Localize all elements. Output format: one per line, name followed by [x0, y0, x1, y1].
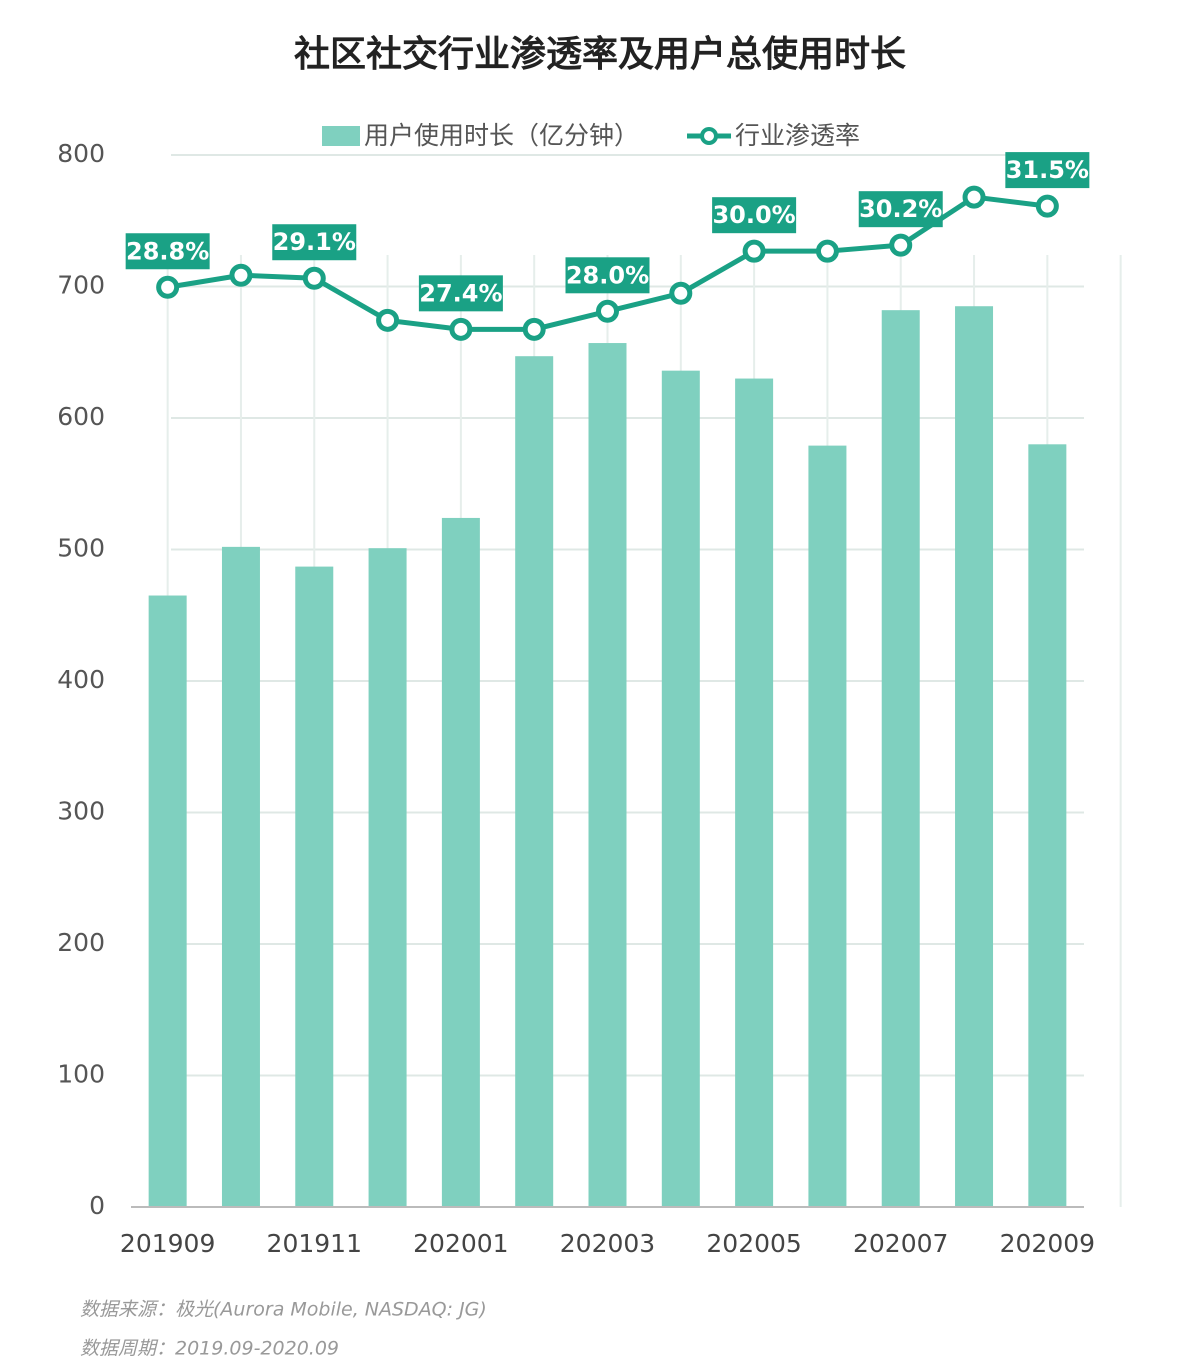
line-point	[669, 281, 693, 305]
period-note: 数据周期：2019.09-2020.09	[80, 1338, 339, 1360]
label-box	[858, 191, 943, 228]
bar	[221, 546, 260, 1207]
line-point	[449, 317, 473, 341]
legend-swatch	[700, 127, 719, 145]
x-tick-label: 202009	[1000, 1229, 1095, 1258]
line-point	[596, 299, 619, 323]
y-tick-label: 600	[57, 402, 105, 431]
data-label: 28.8%	[126, 237, 209, 265]
data-label: 27.4%	[419, 279, 502, 307]
x-tick-label: 201911	[267, 1229, 362, 1258]
y-tick-label: 700	[57, 271, 105, 300]
x-tick-label: 202003	[560, 1229, 655, 1258]
source-note: 数据来源：极光(Aurora Mobile, NASDAQ: JG)	[80, 1299, 487, 1321]
bar	[441, 517, 480, 1207]
label-box	[272, 224, 357, 261]
y-tick-label: 100	[57, 1060, 105, 1089]
label-box	[418, 275, 503, 312]
data-label: 30.0%	[712, 201, 795, 229]
y-tick-label: 0	[89, 1191, 105, 1220]
y-tick-label: 300	[57, 797, 105, 826]
legend-swatch	[322, 126, 360, 146]
line-point	[522, 317, 546, 341]
x-tick-label: 202001	[413, 1229, 508, 1258]
bar	[881, 310, 920, 1207]
line-point	[962, 185, 986, 209]
bar	[808, 445, 847, 1207]
data-label: 31.5%	[1006, 156, 1089, 184]
line-point	[1035, 194, 1059, 218]
bar	[955, 306, 994, 1208]
bar	[515, 356, 554, 1207]
x-tick-label: 202005	[706, 1229, 801, 1258]
line-point	[229, 263, 253, 287]
line-point	[302, 266, 326, 290]
line-point	[742, 239, 766, 263]
x-tick-label: 201909	[120, 1229, 215, 1258]
y-tick-label: 800	[57, 139, 105, 168]
label-box	[1005, 152, 1090, 189]
data-label: 30.2%	[859, 195, 942, 223]
label-box	[712, 197, 797, 234]
bar	[148, 595, 187, 1207]
legend-label: 行业渗透率	[735, 121, 860, 150]
data-label: 29.1%	[273, 228, 356, 256]
line-point	[376, 308, 400, 332]
y-tick-label: 400	[57, 665, 105, 694]
legend-label: 用户使用时长（亿分钟）	[364, 121, 639, 150]
data-label: 28.0%	[566, 261, 649, 289]
line-point	[889, 233, 913, 257]
bar	[661, 370, 700, 1207]
label-box	[125, 233, 210, 270]
chart-title: 社区社交行业渗透率及用户总使用时长	[294, 33, 906, 75]
label-box	[565, 257, 650, 294]
y-tick-label: 200	[57, 928, 105, 957]
x-tick-label: 202007	[853, 1229, 948, 1258]
y-tick-label: 500	[57, 534, 105, 563]
bar	[295, 566, 334, 1207]
bar	[735, 378, 774, 1207]
bar	[1028, 444, 1067, 1207]
bar	[588, 343, 627, 1207]
line-point	[156, 275, 180, 299]
bar	[368, 548, 407, 1207]
line-point	[815, 239, 839, 263]
